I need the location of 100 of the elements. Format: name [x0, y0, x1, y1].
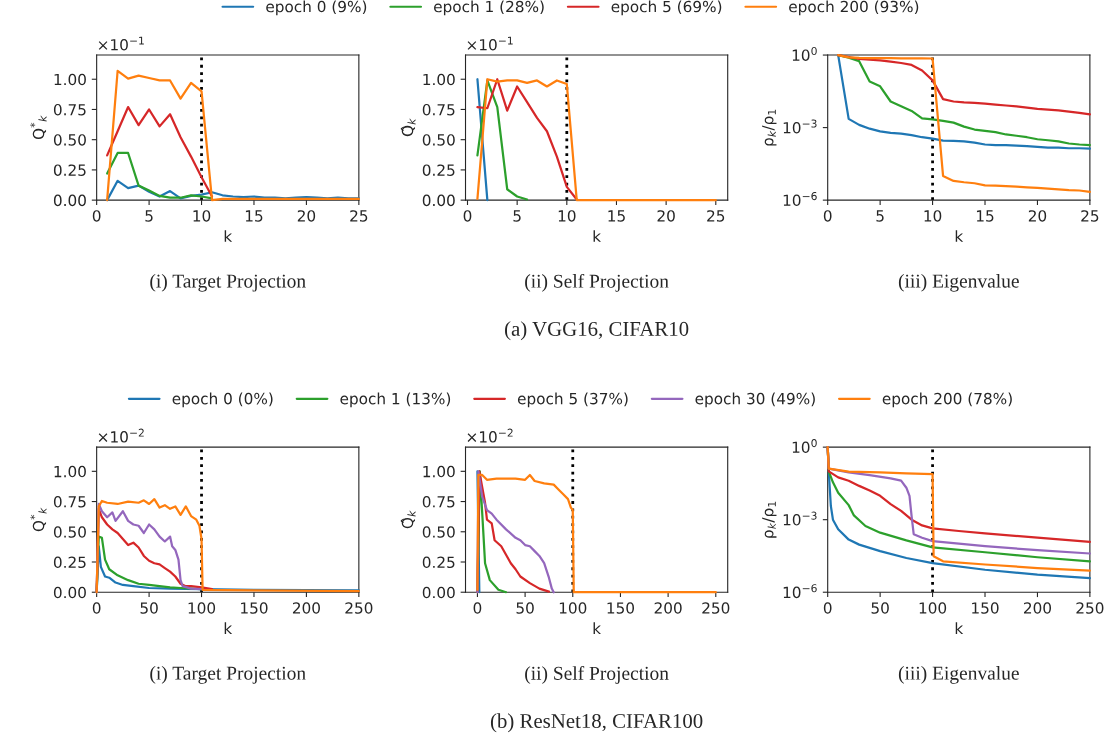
x-tick-label: 25	[1081, 210, 1099, 222]
text: (b) ResNet18, CIFAR100	[490, 713, 703, 733]
x-tick-label: 5	[876, 210, 884, 222]
text: (iii) Eigenvalue	[898, 666, 1019, 684]
x-tick-label: 150	[241, 602, 268, 614]
x-tick-label: 0	[823, 602, 832, 614]
text: ×10$^{−2}$	[98, 428, 144, 443]
x-tick-label: 0	[823, 210, 832, 222]
y-tick-label: 0.75	[422, 103, 455, 116]
y-tick-label: 0.50	[422, 526, 455, 538]
text: ×10$^{−2}$	[467, 428, 513, 443]
x-axis-title: k	[224, 230, 233, 242]
y-tick-label: 0.25	[53, 556, 86, 569]
legend-label: epoch 30 (49%)	[695, 392, 815, 408]
y-tick-label: 0.75	[53, 496, 86, 508]
legend-label: epoch 200 (78%)	[882, 392, 1012, 408]
x-tick-label: 25	[350, 210, 368, 222]
text: ×10$^{−1}$	[98, 36, 144, 51]
text: (i) Target Projection	[150, 273, 306, 292]
y-tick-label: 0.75	[53, 103, 86, 116]
y-axis-title: Q̂$_{k}$	[400, 510, 416, 529]
x-tick-label: 5	[513, 210, 521, 222]
legend-label: epoch 1 (28%)	[434, 0, 544, 16]
y-axis-title: ρ$_{k}$/ρ$_{1}$	[762, 501, 777, 538]
y-tick-label: 1.00	[423, 465, 455, 478]
x-tick-label: 10	[924, 210, 942, 222]
x-tick-label: 200	[292, 602, 320, 614]
legend-label: epoch 0 (0%)	[172, 392, 273, 408]
y-tick-label: 1.00	[54, 73, 86, 86]
y-tick-label: 10$^{−3}$	[783, 511, 817, 526]
x-tick-label: 20	[1028, 210, 1047, 222]
x-tick-label: 15	[245, 210, 263, 222]
y-axis-title: Q$^{*}$$_{k}$	[30, 507, 47, 532]
x-tick-label: 100	[188, 602, 216, 614]
line-series	[106, 179, 360, 202]
text: ×10$^{−1}$	[467, 36, 513, 51]
y-tick-label: 0.00	[422, 194, 455, 207]
y-tick-label: 10$^{−6}$	[783, 192, 817, 207]
x-tick-label: 200	[654, 602, 682, 614]
x-tick-label: 50	[140, 602, 158, 614]
y-tick-label: 1.00	[54, 465, 86, 478]
x-axis-title: k	[955, 622, 964, 634]
y-tick-label: 0.50	[53, 134, 86, 146]
y-tick-label: 10$^{−3}$	[783, 119, 817, 134]
x-axis-title: k	[593, 622, 601, 634]
y-tick-label: 0.75	[422, 496, 455, 508]
x-tick-label: 250	[345, 602, 373, 614]
x-tick-label: 250	[702, 602, 730, 614]
x-tick-label: 5	[145, 210, 153, 222]
line-series	[476, 78, 717, 202]
y-axis-title: Q$^{*}$$_{k}$	[30, 115, 47, 140]
x-tick-label: 50	[516, 602, 534, 614]
legend-label: epoch 0 (9%)	[266, 0, 367, 16]
y-tick-label: 10$^{0}$	[792, 46, 817, 61]
text: (ii) Self Projection	[525, 273, 669, 292]
y-axis-title: ρ$_{k}$/ρ$_{1}$	[762, 109, 777, 146]
y-tick-label: 0.25	[422, 164, 455, 176]
line-series	[837, 53, 1091, 193]
y-tick-label: 10$^{0}$	[792, 439, 817, 454]
x-tick-label: 0	[463, 210, 472, 222]
line-series	[476, 79, 529, 201]
y-tick-label: 0.25	[53, 164, 86, 176]
line-series	[476, 473, 717, 594]
legend-label: epoch 1 (13%)	[340, 392, 451, 408]
x-tick-label: 100	[919, 602, 947, 614]
x-tick-label: 100	[559, 602, 587, 614]
x-tick-label: 150	[972, 602, 999, 614]
x-tick-label: 10	[558, 210, 576, 222]
y-tick-label: 10$^{−6}$	[783, 584, 817, 599]
line-series	[106, 69, 360, 202]
y-tick-label: 1.00	[423, 73, 455, 86]
y-tick-label: 0.00	[53, 194, 86, 207]
x-tick-label: 0	[92, 602, 101, 614]
legend-label: epoch 5 (69%)	[611, 0, 722, 16]
legend-label: epoch 200 (93%)	[789, 0, 919, 16]
y-tick-label: 0.50	[53, 526, 86, 538]
text: (i) Target Projection	[150, 666, 306, 684]
x-tick-label: 20	[657, 210, 675, 222]
y-axis-title: Q̂$_{k}$	[400, 118, 416, 137]
x-tick-label: 0	[473, 602, 482, 614]
x-tick-label: 25	[707, 210, 725, 222]
line-series	[476, 78, 578, 201]
legend-label: epoch 5 (37%)	[517, 392, 628, 408]
x-axis-title: k	[955, 230, 964, 242]
x-tick-label: 15	[608, 210, 625, 222]
y-tick-label: 0.00	[422, 586, 455, 599]
x-tick-label: 50	[871, 602, 889, 614]
y-tick-label: 0.00	[53, 586, 86, 599]
text: (ii) Self Projection	[525, 666, 669, 684]
text: (a) VGG16, CIFAR10	[505, 321, 689, 341]
line-series	[106, 151, 214, 200]
x-tick-label: 200	[1023, 602, 1052, 614]
y-tick-label: 0.25	[422, 556, 455, 569]
x-axis-title: k	[224, 622, 233, 634]
text: (iii) Eigenvalue	[898, 273, 1019, 292]
x-tick-label: 20	[297, 210, 316, 222]
y-tick-label: 0.50	[422, 134, 455, 146]
x-tick-label: 15	[976, 210, 994, 222]
x-tick-label: 150	[607, 602, 635, 614]
x-tick-label: 250	[1076, 602, 1104, 614]
